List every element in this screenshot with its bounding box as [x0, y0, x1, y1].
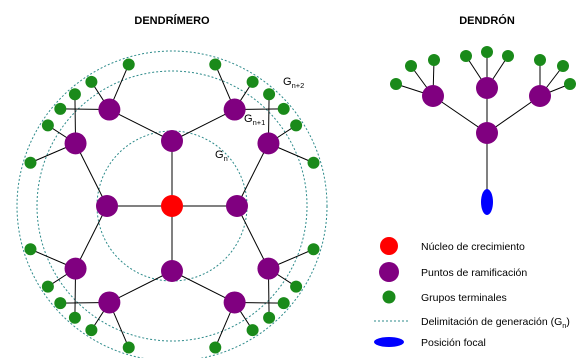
bond	[171, 270, 235, 303]
terminal-group-node	[24, 243, 37, 256]
bond	[236, 143, 269, 207]
terminal-group-node	[460, 50, 472, 62]
branch-point-node	[161, 130, 183, 152]
terminal-group-node	[85, 75, 98, 88]
terminal-group-node	[85, 324, 98, 337]
legend-boundary-label: Delimitación de generación (Gn)	[421, 316, 570, 330]
terminal-group-node	[263, 88, 276, 101]
terminal-group-node	[502, 50, 514, 62]
terminal-group-node	[564, 78, 576, 90]
terminal-group-node	[41, 119, 54, 132]
terminal-group-node	[209, 58, 222, 71]
legend-focal-label: Posición focal	[421, 337, 486, 349]
generation-label-n: Gn	[215, 149, 228, 163]
legend-branch-label: Puntos de ramificación	[421, 267, 527, 279]
terminal-group-node	[209, 341, 222, 354]
branch-point-node	[257, 257, 280, 280]
terminal-group-node	[54, 297, 67, 310]
dendron-title: DENDRÓN	[459, 14, 515, 27]
bond	[171, 109, 235, 142]
dendrimer-nodes	[24, 58, 320, 354]
terminal-group-node	[290, 119, 303, 132]
branch-point-node	[226, 195, 248, 217]
focal-position-node	[481, 189, 493, 215]
terminal-group-node	[534, 54, 546, 66]
bond	[109, 109, 173, 142]
terminal-group-node	[122, 58, 135, 71]
terminal-group-node	[390, 78, 402, 90]
branch-point-node	[98, 291, 121, 314]
terminal-group-node	[263, 311, 276, 324]
branch-point-node	[64, 132, 87, 155]
terminal-group-node	[68, 88, 81, 101]
terminal-group-node	[405, 60, 417, 72]
branch-point-node	[529, 85, 551, 107]
terminal-group-node	[54, 102, 67, 115]
generation-label-n2: Gn+2	[283, 76, 304, 90]
branch-point-node	[476, 122, 498, 144]
legend-branch-symbol	[379, 262, 399, 282]
legend-core-label: Núcleo de crecimiento	[421, 241, 525, 253]
terminal-group-node	[290, 280, 303, 293]
generation-ring-1	[36, 70, 308, 342]
bond	[75, 205, 108, 269]
branch-point-node	[64, 257, 87, 280]
dendrimer-title: DENDRÍMERO	[134, 14, 210, 27]
terminal-group-node	[277, 297, 290, 310]
legend-terminal-label: Grupos terminales	[421, 292, 507, 304]
branch-point-node	[161, 260, 183, 282]
branch-point-node	[257, 132, 280, 155]
legend-core-symbol	[380, 237, 398, 255]
legend-focal-symbol	[374, 337, 404, 347]
terminal-group-node	[428, 54, 440, 66]
bond	[109, 270, 173, 303]
legend-terminal-symbol	[382, 290, 396, 304]
generation-label-n1: Gn+1	[244, 113, 265, 127]
terminal-group-node	[557, 60, 569, 72]
branch-point-node	[422, 85, 444, 107]
bond	[236, 205, 269, 269]
terminal-group-node	[307, 243, 320, 256]
terminal-group-node	[481, 46, 493, 58]
terminal-group-node	[41, 280, 54, 293]
legend: Núcleo de crecimiento Puntos de ramifica…	[374, 237, 570, 349]
terminal-group-node	[307, 156, 320, 169]
terminal-group-node	[68, 311, 81, 324]
core-node	[161, 195, 183, 217]
terminal-group-node	[246, 324, 259, 337]
terminal-group-node	[122, 341, 135, 354]
branch-point-node	[223, 98, 246, 121]
terminal-group-node	[277, 102, 290, 115]
branch-point-node	[98, 98, 121, 121]
terminal-group-node	[24, 156, 37, 169]
branch-point-node	[223, 291, 246, 314]
branch-point-node	[476, 77, 498, 99]
generation-ring-2	[16, 50, 328, 358]
dendron-nodes	[390, 46, 576, 215]
terminal-group-node	[246, 75, 259, 88]
branch-point-node	[96, 195, 118, 217]
bond	[75, 143, 108, 207]
